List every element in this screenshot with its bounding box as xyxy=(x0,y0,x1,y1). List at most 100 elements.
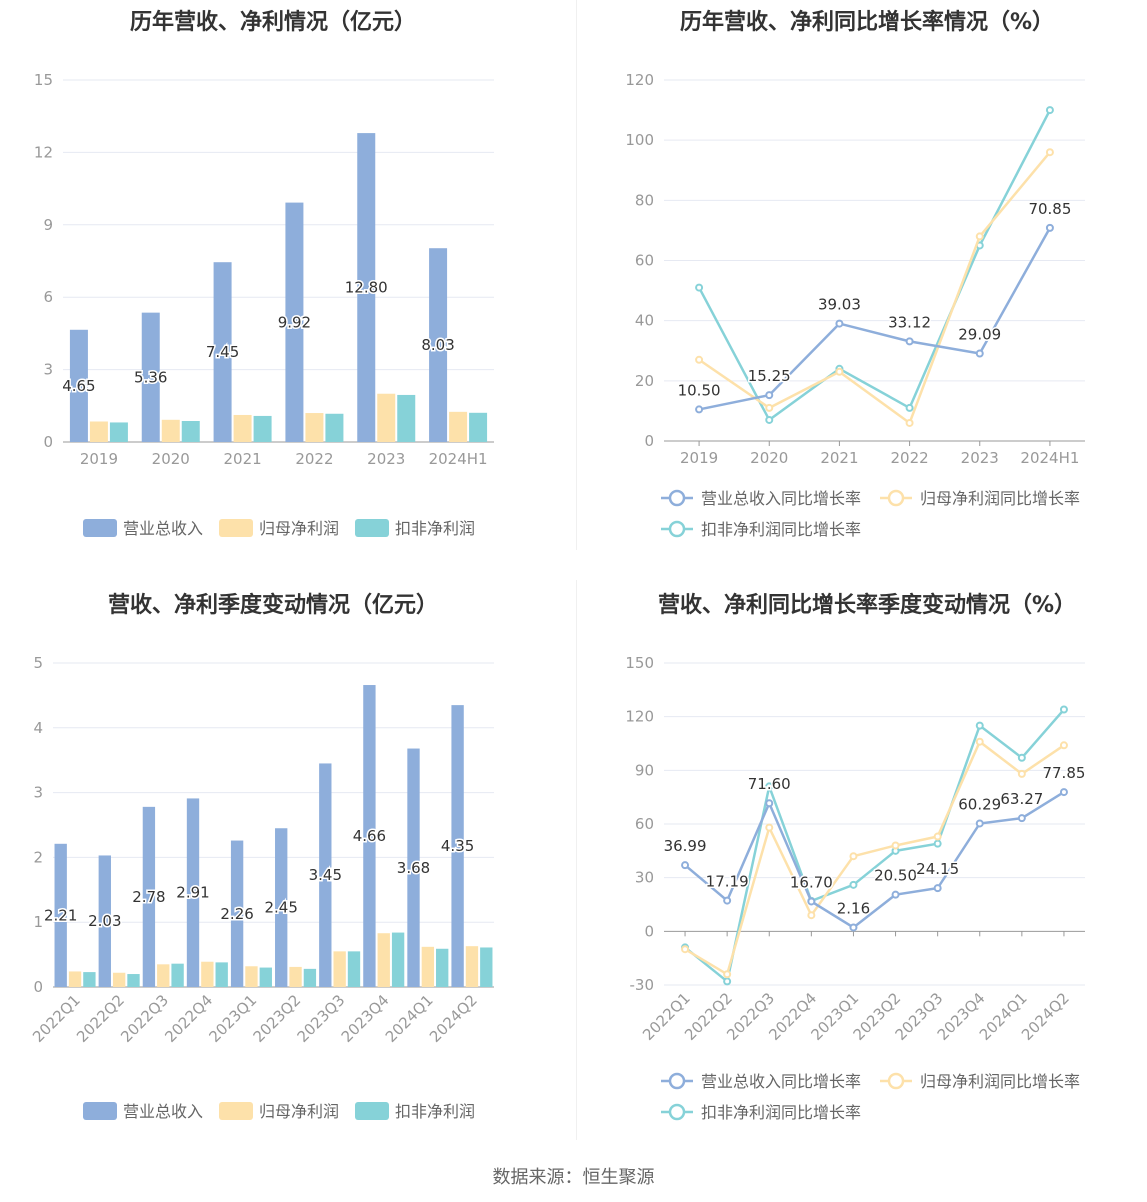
y-tick-label: 20 xyxy=(635,372,654,390)
series-line-营业总收入同比增长率 xyxy=(684,791,1065,929)
legend-marker xyxy=(887,489,905,507)
y-tick-label: 5 xyxy=(33,654,43,672)
bar-归母净利润 xyxy=(89,421,108,442)
data-point xyxy=(975,819,984,828)
data-point xyxy=(1059,788,1068,797)
data-label: 2.21 xyxy=(44,906,77,924)
data-label: 2.78 xyxy=(132,888,165,906)
bar-营业总收入 xyxy=(69,329,88,442)
chart-title: 营收、净利同比增长率季度变动情况（%） xyxy=(657,593,1077,618)
data-label: 17.19 xyxy=(706,873,749,891)
x-tick-label: 2023 xyxy=(961,449,999,467)
legend-label: 归母净利润同比增长率 xyxy=(920,489,1080,508)
legend-marker xyxy=(668,520,686,538)
legend-label: 营业总收入同比增长率 xyxy=(701,489,861,508)
legend-label: 归母净利润 xyxy=(259,519,339,538)
data-point xyxy=(807,897,816,906)
y-tick-label: 2 xyxy=(33,848,43,866)
data-label: 39.03 xyxy=(818,296,861,314)
data-label: 9.92 xyxy=(278,313,311,331)
data-point xyxy=(723,896,732,905)
bar-归母净利润 xyxy=(465,946,479,987)
legend-label: 归母净利润同比增长率 xyxy=(920,1072,1080,1091)
bar-营业总收入 xyxy=(186,798,200,987)
x-tick-label: 2024Q1 xyxy=(382,991,437,1046)
x-tick-label: 2024Q2 xyxy=(426,991,481,1046)
y-tick-label: 3 xyxy=(43,361,53,379)
data-label: 60.29 xyxy=(958,795,1001,813)
chart-title: 历年营收、净利情况（亿元） xyxy=(129,10,416,35)
data-label: 7.45 xyxy=(206,343,239,361)
panel-divider xyxy=(576,580,577,1140)
y-tick-label: 0 xyxy=(43,433,53,451)
bar-营业总收入 xyxy=(285,202,304,442)
data-point xyxy=(695,405,704,414)
x-tick-label: 2021 xyxy=(223,450,261,468)
data-point xyxy=(975,737,984,746)
legend-label: 营业总收入 xyxy=(123,519,203,538)
legend-marker xyxy=(668,489,686,507)
bar-营业总收入 xyxy=(357,133,376,443)
y-tick-label: 3 xyxy=(33,784,43,802)
data-label: 29.09 xyxy=(958,325,1001,343)
data-point xyxy=(933,884,942,893)
annual-growth-chart: 0 20 40 60 80 100 120 2019 2020 2021 2022 2023 2024H… xyxy=(625,71,1085,539)
series-line-归母净利润同比增长率 xyxy=(698,151,1051,425)
bar-归母净利润 xyxy=(233,414,252,442)
panel-quarterly-values: 营收、净利季度变动情况（亿元） 0 1 2 3 4 5 2022Q1 2022Q2 2022Q3… xyxy=(0,583,576,1143)
data-point xyxy=(1045,106,1054,115)
panel-annual-values: 历年营收、净利情况（亿元） 0 3 6 9 12 15 2019 2020 2021 2022 20… xyxy=(0,0,576,550)
x-tick-label: 2024H1 xyxy=(429,450,488,468)
bar-扣非净利润 xyxy=(253,415,272,442)
data-point xyxy=(723,977,732,986)
legend-label: 扣非净利润 xyxy=(395,519,475,538)
bar-归母净利润 xyxy=(377,393,396,442)
x-tick-label: 2023 xyxy=(367,450,405,468)
bar-扣非净利润 xyxy=(480,947,493,987)
data-point xyxy=(765,403,774,412)
x-tick-label: 2023Q1 xyxy=(205,991,260,1046)
data-point xyxy=(905,403,914,412)
data-label: 3.45 xyxy=(309,866,342,884)
x-tick-label: 2023Q2 xyxy=(250,991,305,1046)
data-label: 70.85 xyxy=(1028,200,1071,218)
data-point xyxy=(723,970,732,979)
data-label: 8.03 xyxy=(421,336,454,354)
bar-归母净利润 xyxy=(333,951,346,987)
data-label: 4.35 xyxy=(441,837,474,855)
x-tick-label: 2019 xyxy=(680,449,718,467)
data-point xyxy=(933,839,942,848)
data-point xyxy=(849,880,858,889)
data-label: 4.65 xyxy=(62,377,95,395)
data-point xyxy=(835,319,844,328)
x-tick-label: 2023Q4 xyxy=(338,991,393,1046)
x-tick-label: 2024H1 xyxy=(1020,449,1079,467)
bar-扣非净利润 xyxy=(83,972,96,987)
bar-归母净利润 xyxy=(421,946,435,987)
legend-label: 归母净利润 xyxy=(259,1102,339,1121)
panel-quarterly-growth: 营收、净利同比增长率季度变动情况（%） -30 0 30 60 90 120 150 2022… xyxy=(577,583,1147,1143)
legend-label: 营业总收入同比增长率 xyxy=(701,1072,861,1091)
y-tick-label: 120 xyxy=(625,708,654,726)
bar-扣非净利润 xyxy=(397,394,416,442)
bar-归母净利润 xyxy=(245,966,258,987)
bar-归母净利润 xyxy=(68,971,82,987)
data-label: 12.80 xyxy=(345,279,388,297)
x-tick-label: 2019 xyxy=(80,450,118,468)
bar-营业总收入 xyxy=(275,828,288,987)
x-tick-label: 2022 xyxy=(890,449,928,467)
data-point xyxy=(765,782,774,791)
data-point xyxy=(1017,769,1026,778)
bar-扣非净利润 xyxy=(259,967,272,987)
bar-营业总收入 xyxy=(451,705,464,987)
data-label: 2.45 xyxy=(264,899,297,917)
data-point xyxy=(681,945,690,954)
data-point xyxy=(975,721,984,730)
y-tick-label: 1 xyxy=(33,913,43,931)
bar-扣非净利润 xyxy=(181,421,200,442)
data-point xyxy=(1045,223,1054,232)
bar-扣非净利润 xyxy=(109,422,128,442)
data-label: 16.70 xyxy=(790,873,833,891)
data-label: 2.16 xyxy=(837,899,870,917)
legend-marker xyxy=(887,1072,905,1090)
